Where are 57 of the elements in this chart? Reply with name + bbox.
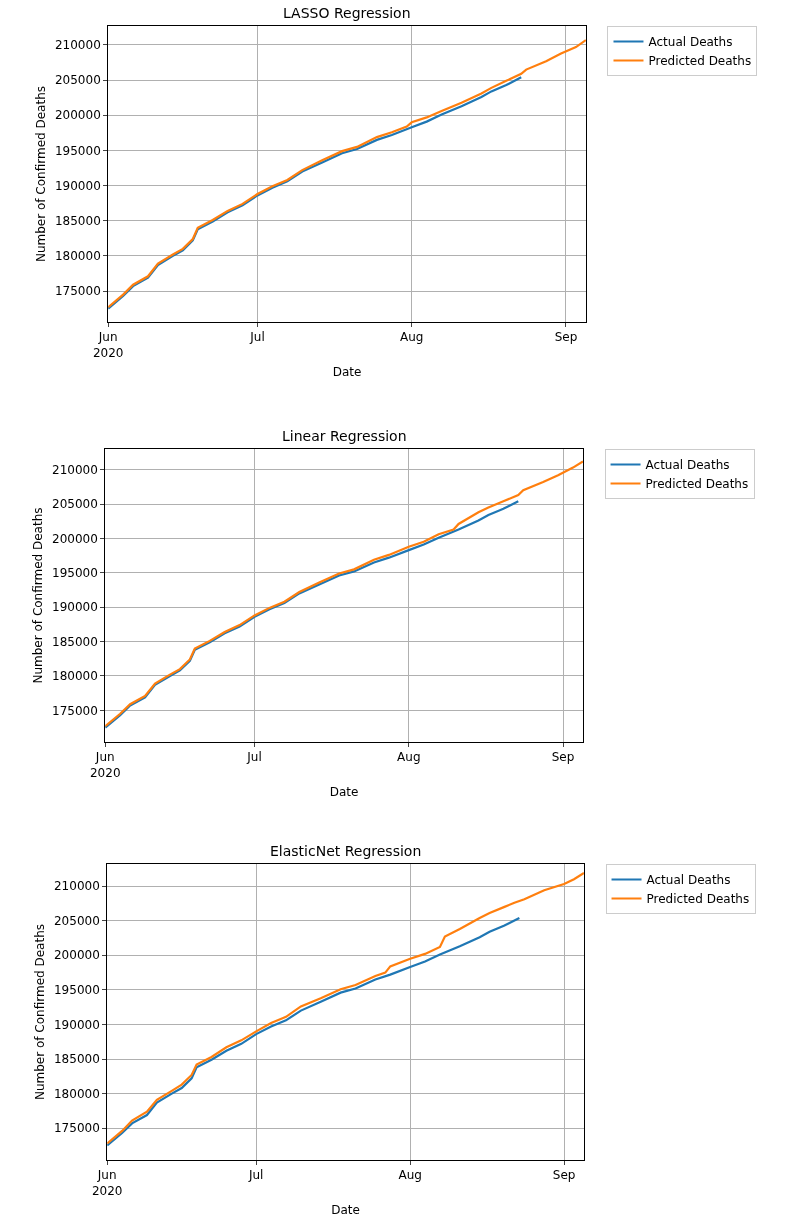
y-tick-label: 205000 bbox=[54, 913, 100, 928]
legend-label: Predicted Deaths bbox=[646, 892, 750, 907]
line-series bbox=[108, 76, 523, 310]
legend-label: Actual Deaths bbox=[648, 35, 733, 50]
line-series bbox=[107, 871, 584, 1145]
y-tick-label: 195000 bbox=[52, 566, 98, 580]
y-tick-label: 195000 bbox=[54, 983, 100, 998]
y-tick-label: 210000 bbox=[54, 879, 100, 894]
y-tick-label: 190000 bbox=[54, 178, 101, 193]
y-tick-label: 185000 bbox=[54, 1052, 100, 1067]
y-tick-label: 175000 bbox=[54, 1121, 100, 1136]
line-series bbox=[105, 460, 583, 728]
legend-label: Actual Deaths bbox=[645, 458, 730, 473]
y-tick-label: 200000 bbox=[52, 531, 98, 546]
line-series bbox=[108, 38, 586, 309]
x-tick-label: Jun 2020 bbox=[91, 1168, 123, 1198]
y-axis-title: Number of Confirmed Deaths bbox=[33, 923, 48, 1101]
legend-label: Predicted Deaths bbox=[645, 477, 749, 492]
x-tick-label: Aug bbox=[397, 750, 421, 765]
chart-title: Linear Regression bbox=[282, 428, 407, 444]
y-tick-label: 180000 bbox=[54, 249, 101, 264]
y-tick-label: 205000 bbox=[52, 497, 98, 512]
y-tick-label: 185000 bbox=[54, 213, 101, 228]
y-tick-label: 190000 bbox=[52, 600, 98, 615]
x-tick-label: Jul bbox=[246, 750, 262, 765]
x-tick-label: Jun 2020 bbox=[89, 750, 121, 780]
x-tick-label: Jun 2020 bbox=[92, 330, 124, 360]
chart-title: ElasticNet Regression bbox=[270, 843, 422, 859]
x-tick-label: Sep bbox=[554, 330, 578, 345]
x-tick-label: Aug bbox=[398, 1168, 422, 1183]
legend-label: Predicted Deaths bbox=[648, 54, 752, 69]
y-tick-label: 200000 bbox=[54, 948, 100, 963]
x-tick-label: Aug bbox=[400, 330, 424, 345]
x-axis-title: Date bbox=[331, 1202, 360, 1217]
y-tick-label: 190000 bbox=[54, 1017, 100, 1032]
y-tick-label: 175000 bbox=[52, 703, 98, 718]
y-tick-label: 180000 bbox=[54, 1086, 100, 1101]
y-tick-label: 195000 bbox=[54, 143, 101, 158]
legend-label: Actual Deaths bbox=[646, 873, 731, 888]
y-tick-label: 175000 bbox=[54, 284, 101, 299]
y-tick-label: 200000 bbox=[54, 108, 101, 123]
y-axis-title: Number of Confirmed Deaths bbox=[34, 85, 49, 263]
y-tick-label: 205000 bbox=[54, 73, 101, 88]
x-tick-label: Sep bbox=[551, 750, 575, 765]
line-series bbox=[105, 500, 520, 729]
y-axis-title: Number of Confirmed Deaths bbox=[31, 507, 46, 684]
y-tick-label: 210000 bbox=[52, 462, 98, 477]
y-tick-label: 210000 bbox=[54, 38, 101, 53]
chart-title: LASSO Regression bbox=[283, 5, 411, 21]
x-tick-label: Sep bbox=[552, 1168, 576, 1183]
x-axis-title: Date bbox=[329, 784, 359, 799]
y-tick-label: 185000 bbox=[52, 634, 98, 649]
y-tick-label: 180000 bbox=[52, 669, 98, 684]
x-tick-label: Jul bbox=[247, 1168, 264, 1183]
x-axis-title: Date bbox=[332, 364, 362, 379]
line-series bbox=[107, 916, 521, 1147]
x-tick-label: Jul bbox=[249, 330, 265, 345]
